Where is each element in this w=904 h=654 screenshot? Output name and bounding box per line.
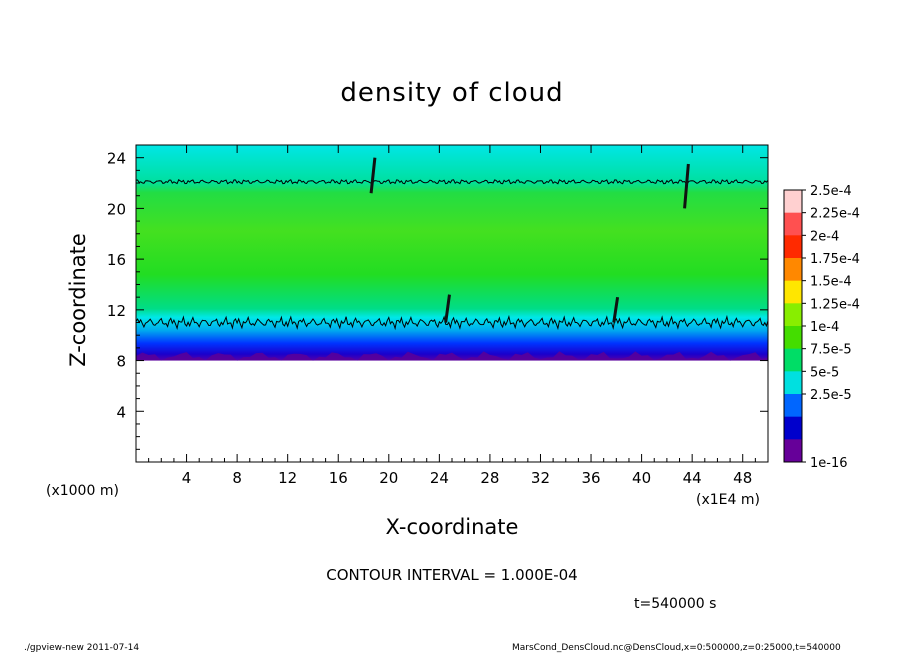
- cloud-plume-3: [612, 296, 620, 323]
- colorbar-swatch: [784, 371, 802, 395]
- x-unit-left: (x1000 m): [46, 483, 119, 499]
- colorbar-label: 2.25e-4: [810, 207, 860, 222]
- contour-interval: CONTOUR INTERVAL = 1.000E-04: [326, 566, 578, 584]
- x-tick-label: 4: [182, 469, 192, 487]
- colorbar-label: 1.75e-4: [810, 252, 860, 267]
- colorbar-label: 7.5e-5: [810, 343, 852, 358]
- colorbar-label: 1e-4: [810, 320, 839, 335]
- colorbar-label: 2.5e-5: [810, 388, 852, 403]
- cloud-plume-2: [444, 294, 451, 323]
- colorbar-swatch: [784, 190, 802, 214]
- x-tick-label: 24: [430, 469, 449, 487]
- y-tick-label: 8: [116, 353, 126, 371]
- cloud-field: [136, 145, 768, 361]
- colorbar-swatch: [784, 235, 802, 259]
- cloud-band: [136, 145, 768, 361]
- contour-lines: [135, 157, 769, 331]
- y-tick-label: 24: [107, 150, 126, 168]
- contour-line-1: [135, 179, 769, 185]
- x-axis-label: X-coordinate: [385, 515, 519, 539]
- y-tick-label: 12: [107, 302, 126, 320]
- x-tick-label: 32: [531, 469, 550, 487]
- y-tick-label: 20: [107, 200, 126, 218]
- x-tick-label: 12: [278, 469, 297, 487]
- colorbar-swatch: [784, 439, 802, 463]
- y-tick-label: 16: [107, 251, 126, 269]
- x-tick-label: 28: [480, 469, 499, 487]
- cloud-base-fringe: [136, 351, 768, 361]
- colorbar-label: 1.25e-4: [810, 297, 860, 312]
- cloud-plume-1: [683, 163, 690, 209]
- x-tick-label: 20: [379, 469, 398, 487]
- colorbar-swatch: [784, 280, 802, 304]
- contour-line-0: [135, 314, 769, 331]
- colorbar-label: 1.5e-4: [810, 275, 852, 290]
- colorbar-label: 1e-16: [810, 456, 848, 471]
- x-tick-label: 8: [232, 469, 242, 487]
- colorbar-swatch: [784, 212, 802, 236]
- colorbar-swatch: [784, 348, 802, 372]
- colorbar-swatch: [784, 326, 802, 350]
- x-tick-label: 44: [683, 469, 702, 487]
- colorbar-label: 2e-4: [810, 229, 839, 244]
- x-unit-right: (x1E4 m): [696, 492, 760, 508]
- chart-title: density of cloud: [340, 78, 564, 108]
- colorbar-swatch: [784, 258, 802, 282]
- footer-right: MarsCond_DensCloud.nc@DensCloud,x=0:5000…: [512, 643, 841, 653]
- x-tick-label: 40: [632, 469, 651, 487]
- footer-left: ./gpview-new 2011-07-14: [24, 643, 140, 653]
- colorbar-label: 5e-5: [810, 365, 839, 380]
- cloud-plume-0: [369, 157, 377, 194]
- colorbar-label: 2.5e-4: [810, 184, 852, 199]
- time-stamp: t=540000 s: [634, 596, 717, 612]
- y-tick-label: 4: [116, 403, 126, 421]
- x-tick-label: 36: [581, 469, 600, 487]
- colorbar-swatch: [784, 416, 802, 440]
- colorbar-swatch: [784, 394, 802, 418]
- x-tick-label: 48: [733, 469, 752, 487]
- x-tick-label: 16: [329, 469, 348, 487]
- colorbar-swatch: [784, 303, 802, 327]
- colorbar: 2.5e-4 2.25e-4 2e-4 1.75e-4 1.5e-4 1.25e-4 1e-…: [783, 184, 860, 471]
